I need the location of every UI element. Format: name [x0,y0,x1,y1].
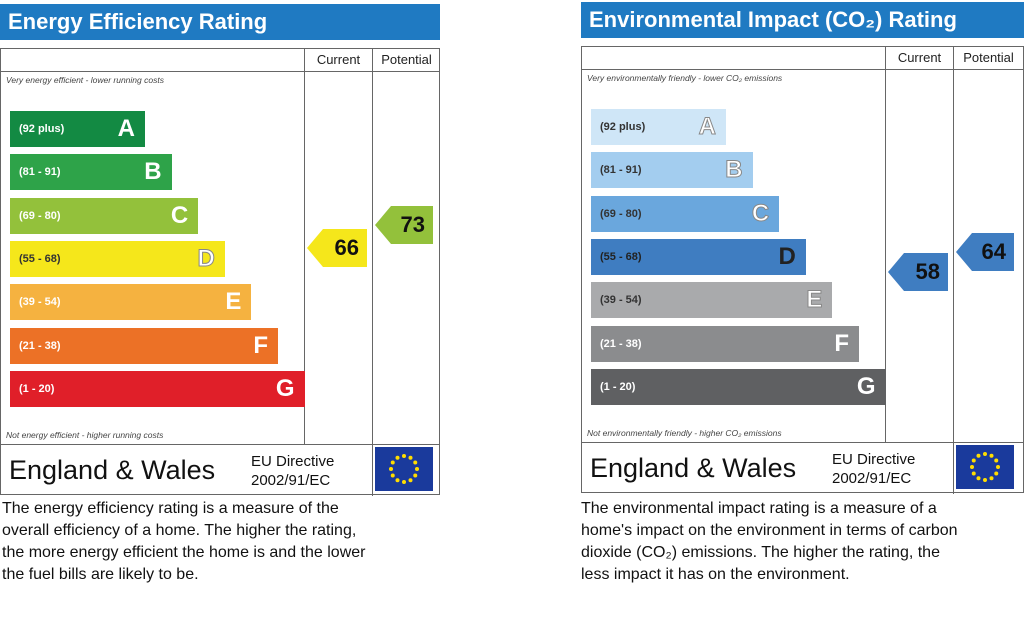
rating-table: Current Potential Very energy efficient … [0,48,440,496]
energy-efficiency-panel: Energy Efficiency Rating Current Potenti… [0,4,440,604]
current-rating-arrow: 66 [307,228,367,267]
description-line: dioxide (CO₂) emissions. The higher the … [581,544,940,561]
band-e: (39 - 54) E [10,284,252,321]
band-range: (1 - 20) [600,380,636,393]
band-letter: D [197,244,215,272]
description-line: The energy efficiency rating is a measur… [2,500,339,517]
eu-flag-icon [956,445,1014,489]
band-range: (69 - 80) [19,209,61,222]
band-letter: C [170,201,189,229]
band-letter: F [253,331,268,359]
eu-directive-line1: EU Directive [832,451,916,468]
potential-column-header: Potential [381,52,432,67]
description-line: home's impact on the environment in term… [581,522,958,539]
band-e: (39 - 54) E [591,282,833,319]
band-letter: E [806,286,823,314]
current-rating-arrow: 58 [888,253,948,292]
band-b: (81 - 91) B [10,154,172,191]
band-range: (81 - 91) [600,164,642,177]
band-letter: C [751,199,770,227]
description: The energy efficiency rating is a measur… [2,498,442,586]
potential-rating-arrow: 64 [956,233,1014,272]
eu-directive-line2: 2002/91/EC [832,470,912,487]
band-letter: F [834,329,849,357]
band-range: (1 - 20) [19,382,55,395]
band-g: (1 - 20) G [591,368,886,405]
description-line: The environmental impact rating is a mea… [581,500,937,517]
potential-rating-value: 64 [981,239,1006,265]
band-range: (69 - 80) [600,207,642,220]
potential-rating-value: 73 [400,212,425,238]
band-letter: B [725,156,743,184]
band-f: (21 - 38) F [10,327,278,364]
band-a: (92 plus) A [591,109,726,145]
description-line: less impact it has on the environment. [581,566,850,583]
band-g: (1 - 20) G [10,370,305,407]
eu-directive: EU Directive 2002/91/EC [832,450,915,488]
band-c: (69 - 80) C [10,197,199,234]
band-range: (92 plus) [600,121,646,133]
description-line: the fuel bills are likely to be. [2,566,199,583]
potential-rating-arrow: 73 [375,206,433,245]
band-range: (81 - 91) [19,166,61,179]
band-letter: B [144,158,162,186]
description-line: overall efficiency of a home. The higher… [2,522,357,539]
band-d: (55 - 68) D [10,240,225,277]
band-d: (55 - 68) D [591,238,806,275]
band-letter: G [856,372,876,400]
description-line: the more energy efficient the home is an… [2,544,366,561]
band-letter: A [698,113,716,141]
band-letter: A [117,115,135,142]
band-letter: E [225,288,242,316]
potential-column-header: Potential [963,50,1014,65]
band-range: (55 - 68) [19,252,61,265]
rating-table: Current Potential Very environmentally f… [581,46,1024,494]
description: The environmental impact rating is a mea… [581,498,1024,586]
band-range: (55 - 68) [600,250,642,263]
bottom-note: Not environmentally friendly - higher CO… [587,428,782,438]
current-column-header: Current [316,52,361,67]
eu-flag-icon [375,447,433,491]
eu-directive-line1: EU Directive [251,453,335,470]
band-a: (92 plus) A [10,111,145,147]
top-note: Very energy efficient - lower running co… [6,75,164,85]
eu-directive-line2: 2002/91/EC [251,472,331,489]
band-range: (21 - 38) [19,339,61,352]
band-letter: G [275,374,295,402]
top-note: Very environmentally friendly - lower CO… [587,73,783,83]
bottom-note: Not energy efficient - higher running co… [6,430,164,440]
region-label: England & Wales [590,453,797,483]
current-rating-value: 66 [334,234,359,260]
chart-title: Energy Efficiency Rating [0,4,440,40]
environmental-impact-panel: Environmental Impact (CO₂) Rating Curren… [581,2,1024,602]
band-range: (92 plus) [19,123,65,135]
band-letter: D [778,242,796,270]
chart-title: Environmental Impact (CO₂) Rating [581,2,1024,38]
current-rating-value: 58 [915,259,940,285]
current-column-header: Current [897,50,942,65]
band-b: (81 - 91) B [591,152,753,189]
band-c: (69 - 80) C [591,195,780,232]
eu-directive: EU Directive 2002/91/EC [251,452,334,490]
band-range: (39 - 54) [600,294,642,307]
band-range: (21 - 38) [600,337,642,350]
band-f: (21 - 38) F [591,325,859,362]
region-label: England & Wales [9,455,216,485]
band-range: (39 - 54) [19,296,61,309]
